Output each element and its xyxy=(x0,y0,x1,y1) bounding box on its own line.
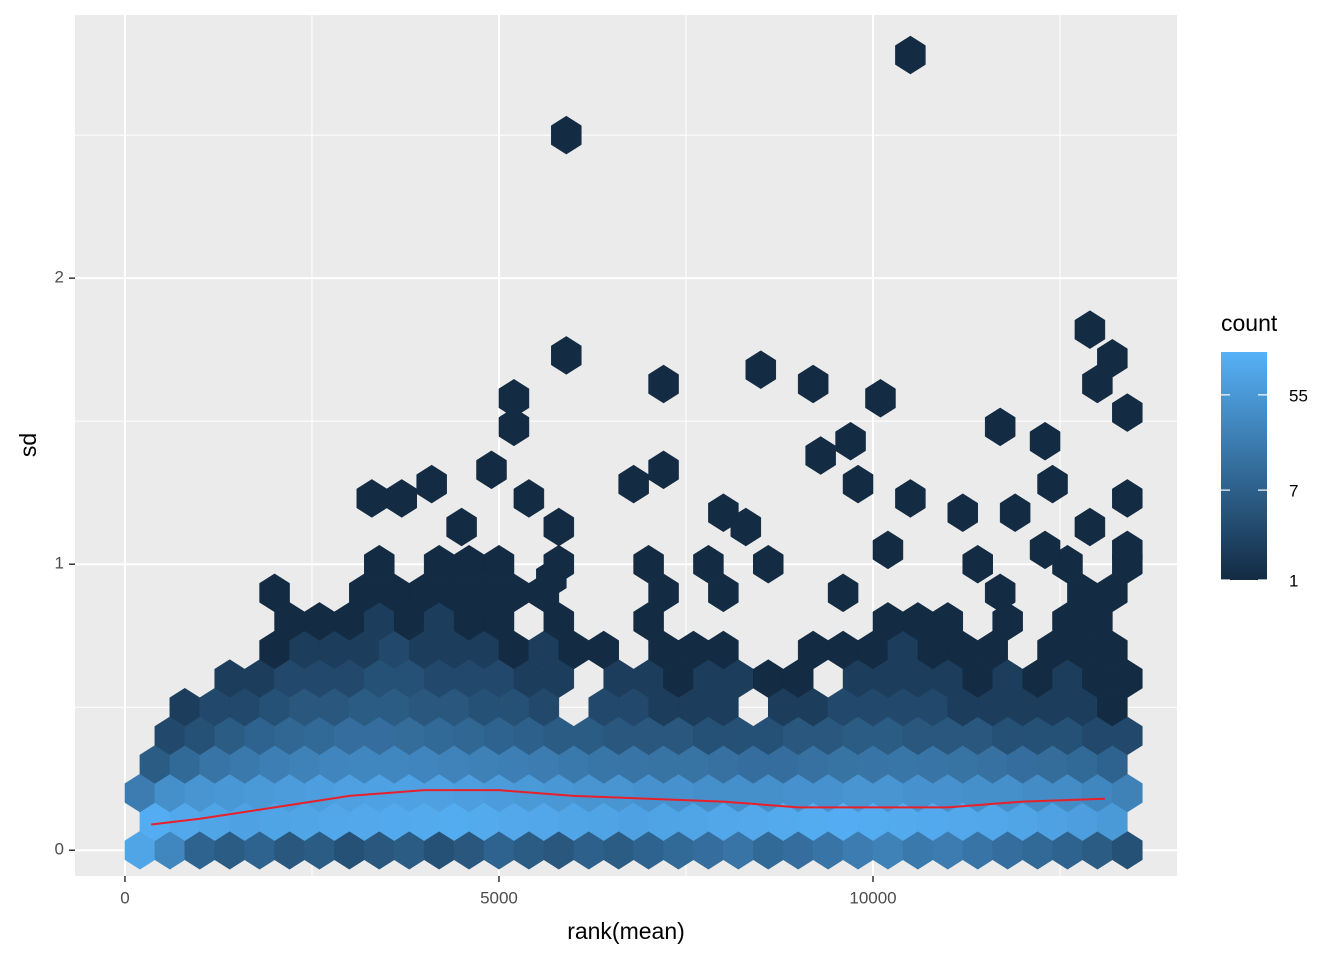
hex xyxy=(588,630,619,670)
y-tick-label: 2 xyxy=(55,268,64,287)
hex xyxy=(805,436,836,475)
x-axis-title: rank(mean) xyxy=(567,918,685,944)
hex xyxy=(1029,530,1061,570)
hex xyxy=(536,559,567,598)
hex xyxy=(446,507,477,547)
hex xyxy=(835,421,866,461)
hex xyxy=(730,507,762,547)
hex xyxy=(947,493,979,533)
hex xyxy=(984,407,1016,447)
hex xyxy=(1112,530,1143,570)
hex xyxy=(999,493,1031,533)
hex xyxy=(797,364,829,404)
hex xyxy=(753,544,784,584)
y-tick-label: 0 xyxy=(55,840,64,859)
hex-layer xyxy=(124,35,1143,870)
hex xyxy=(513,479,545,518)
hex xyxy=(416,464,447,504)
hex xyxy=(708,630,739,670)
hex xyxy=(872,530,904,570)
legend-label: 1 xyxy=(1289,571,1298,590)
hex xyxy=(842,464,874,504)
hex xyxy=(932,602,964,641)
hex xyxy=(895,35,926,75)
hex xyxy=(1074,507,1106,547)
hex xyxy=(895,479,926,518)
x-tick-label: 0 xyxy=(120,888,129,907)
hex xyxy=(962,544,993,584)
hex xyxy=(827,573,859,613)
hex xyxy=(498,407,530,447)
legend-label: 55 xyxy=(1289,386,1308,405)
hex xyxy=(693,544,724,584)
hex xyxy=(865,379,896,418)
hex xyxy=(1074,310,1106,349)
legend: count 1 7 55 xyxy=(1221,310,1308,590)
hex xyxy=(259,573,290,613)
hex xyxy=(1037,464,1068,504)
hex xyxy=(551,115,582,155)
hex xyxy=(1112,393,1143,432)
hex xyxy=(543,507,575,547)
legend-colorbar xyxy=(1221,352,1267,580)
hex xyxy=(1112,479,1143,518)
smooth-layer xyxy=(151,789,1105,826)
hex xyxy=(364,544,395,584)
hex xyxy=(1029,421,1061,461)
hex xyxy=(984,573,1016,613)
hex xyxy=(648,450,679,490)
hex xyxy=(745,350,777,389)
hex xyxy=(633,544,664,584)
x-tick-label: 10000 xyxy=(849,888,896,907)
x-tick-label: 5000 xyxy=(480,888,518,907)
hex xyxy=(476,450,507,490)
hex xyxy=(551,336,582,375)
y-axis-title: sd xyxy=(15,433,41,457)
hex xyxy=(483,544,515,584)
legend-title: count xyxy=(1221,310,1278,336)
hex xyxy=(618,464,649,504)
legend-label: 7 xyxy=(1289,482,1298,501)
axes: 0 5000 10000 0 1 2 xyxy=(55,268,897,908)
hex xyxy=(648,364,679,404)
hex xyxy=(1082,364,1113,404)
y-tick-label: 1 xyxy=(55,554,64,573)
smooth-line xyxy=(151,789,1105,826)
